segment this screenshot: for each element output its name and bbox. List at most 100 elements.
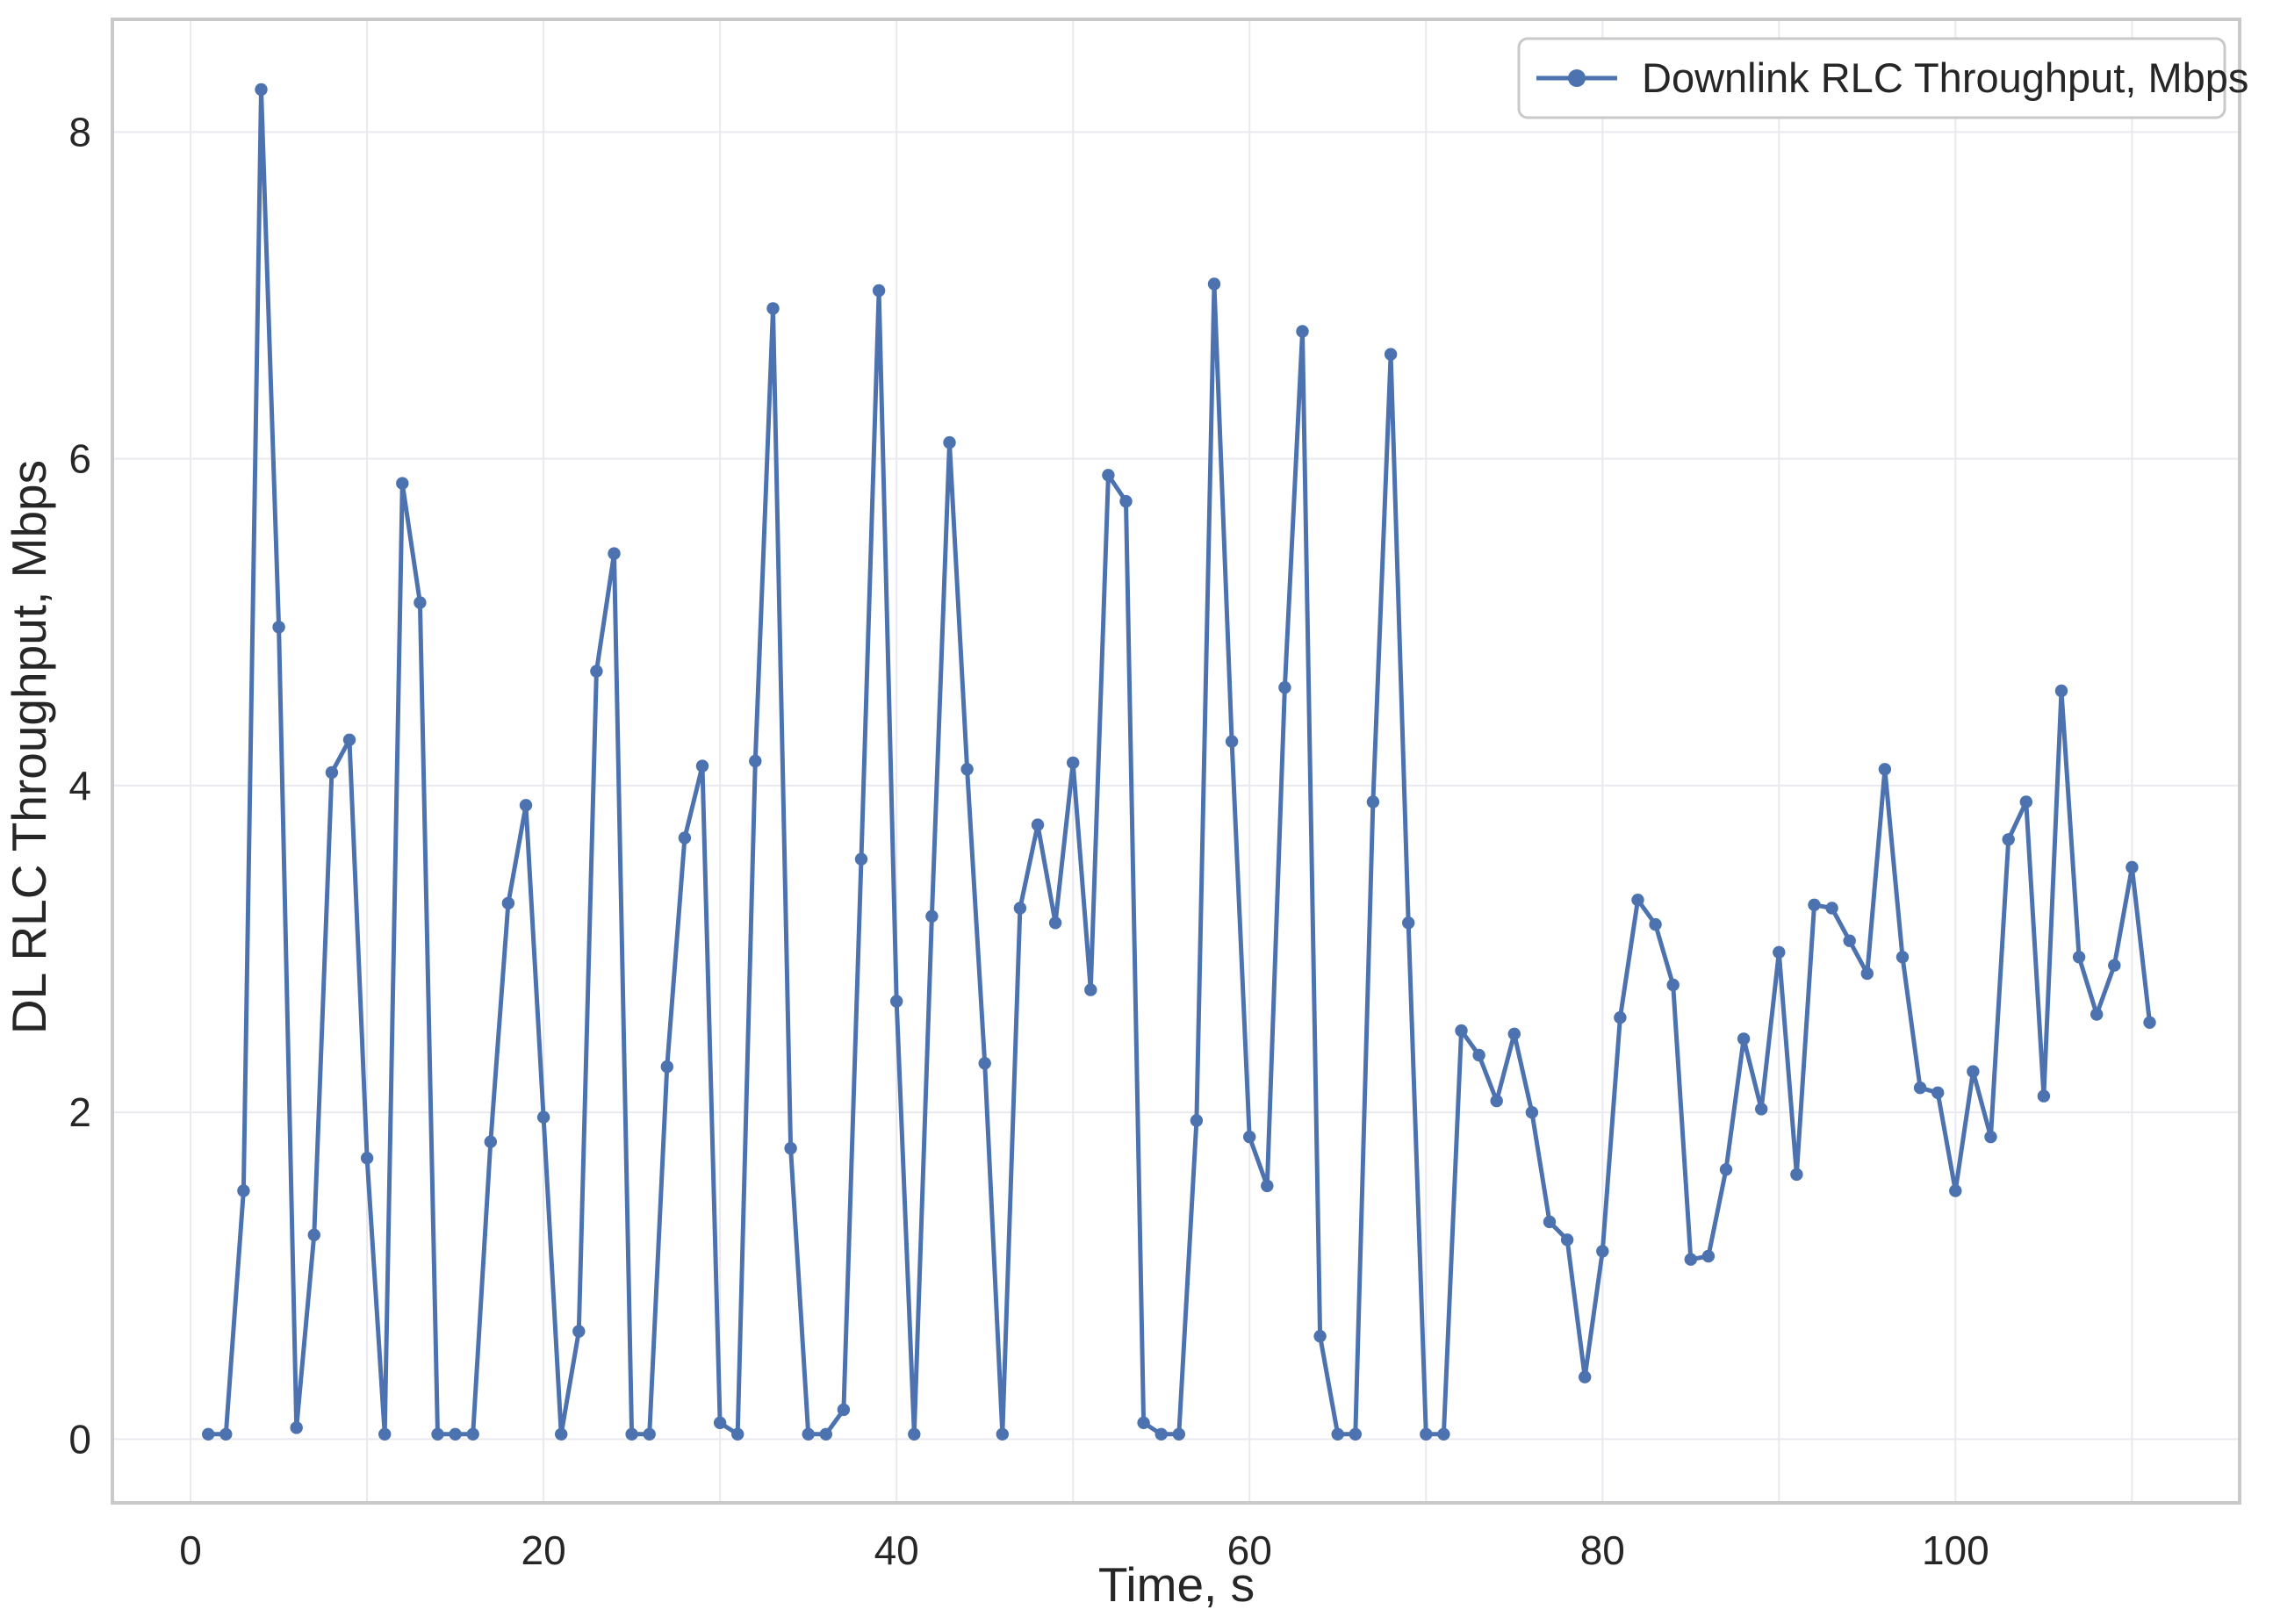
data-point-marker: [325, 765, 339, 780]
data-point-marker: [2143, 1016, 2156, 1030]
data-point-marker: [996, 1427, 1010, 1441]
data-point-marker: [731, 1427, 744, 1441]
data-point-marker: [695, 759, 709, 772]
x-axis-label: Time, s: [1098, 1557, 1255, 1612]
x-tick-labels: 0 20 40 60 80 100: [179, 1527, 1989, 1573]
legend-box: [1517, 37, 2226, 119]
data-point-marker: [1172, 1427, 1186, 1441]
data-point-marker: [1737, 1032, 1751, 1046]
data-point-marker: [590, 665, 603, 678]
x-tick-label: 100: [1922, 1527, 1989, 1573]
data-point-marker: [255, 83, 268, 97]
data-point-marker: [1243, 1130, 1256, 1144]
y-tick-label: 2: [68, 1089, 91, 1135]
data-point-marker: [307, 1228, 320, 1242]
data-point-marker: [272, 621, 285, 634]
y-axis-label: DL RLC Throughput, Mbps: [2, 460, 56, 1034]
data-point-marker: [1949, 1184, 1962, 1197]
data-point-marker: [1137, 1416, 1150, 1430]
data-point-marker: [1296, 325, 1309, 338]
data-point-marker: [1684, 1253, 1698, 1266]
data-point-marker: [713, 1416, 727, 1430]
data-point-marker: [643, 1427, 656, 1441]
y-tick-labels: 0 2 4 6 8: [68, 109, 91, 1462]
y-tick-label: 4: [68, 763, 91, 808]
data-point-marker: [1895, 951, 1910, 964]
data-point-marker: [1878, 763, 1892, 776]
plot-border: [111, 18, 2241, 1505]
data-point-marker: [1808, 898, 1821, 911]
data-point-marker: [1560, 1233, 1574, 1247]
data-point-marker: [1596, 1245, 1609, 1258]
data-point-marker: [890, 995, 903, 1008]
data-point-marker: [943, 435, 956, 449]
data-point-marker: [1931, 1086, 1945, 1100]
data-point-marker: [1649, 917, 1662, 931]
data-point-marker: [342, 733, 356, 746]
data-point-marker: [1843, 934, 1856, 947]
data-point-marker: [501, 896, 515, 910]
data-point-marker: [608, 547, 621, 560]
data-point-marker: [1366, 795, 1380, 808]
data-point-marker: [749, 754, 762, 768]
data-point-marker: [219, 1427, 233, 1441]
data-point-marker: [1860, 966, 1874, 981]
data-point-marker: [484, 1135, 497, 1148]
y-tick-label: 0: [68, 1416, 91, 1462]
data-point-marker: [1084, 983, 1097, 996]
y-tick-label: 6: [68, 436, 91, 482]
data-point-marker: [660, 1060, 673, 1074]
y-tick-label: 8: [68, 109, 91, 154]
data-point-marker: [2108, 959, 2121, 972]
data-point-marker: [819, 1427, 832, 1441]
data-point-marker: [1967, 1065, 1980, 1078]
data-point-marker: [1190, 1114, 1204, 1127]
data-point-marker: [1701, 1249, 1716, 1263]
data-point-marker: [1031, 818, 1045, 831]
data-point-marker: [625, 1427, 638, 1441]
data-point-marker: [466, 1427, 479, 1441]
data-point-marker: [1507, 1027, 1521, 1041]
data-point-marker: [908, 1427, 921, 1441]
x-tick-label: 80: [1580, 1527, 1625, 1573]
data-point-marker: [2037, 1089, 2051, 1103]
data-point-marker: [978, 1057, 991, 1070]
data-point-marker: [1384, 348, 1398, 361]
series-downlink-rlc-throughput: [202, 83, 2156, 1441]
data-point-marker: [1755, 1103, 1768, 1116]
data-point-marker: [536, 1110, 550, 1124]
data-point-marker: [237, 1184, 250, 1197]
data-point-marker: [1420, 1427, 1433, 1441]
data-point-marker: [396, 477, 409, 490]
data-point-marker: [1207, 277, 1221, 291]
data-point-marker: [378, 1427, 392, 1441]
data-point-marker: [2072, 951, 2086, 964]
data-point-marker: [678, 831, 692, 844]
data-point-marker: [1331, 1427, 1344, 1441]
data-point-marker: [1543, 1215, 1557, 1229]
x-tick-label: 40: [874, 1527, 919, 1573]
legend-label: Downlink RLC Throughput, Mbps: [1642, 54, 2248, 101]
data-point-marker: [837, 1403, 851, 1417]
data-point-marker: [1313, 1330, 1327, 1343]
data-point-marker: [2054, 684, 2068, 698]
data-point-marker: [1790, 1168, 1803, 1182]
legend: Downlink RLC Throughput, Mbps: [1517, 37, 2248, 119]
data-point-marker: [1402, 916, 1415, 930]
data-point-marker: [290, 1421, 303, 1434]
data-point-marker: [2002, 833, 2015, 846]
data-point-marker: [1825, 902, 1838, 915]
data-point-marker: [1437, 1427, 1450, 1441]
data-point-marker: [854, 852, 868, 866]
data-point-marker: [572, 1325, 586, 1338]
series-markers: [202, 83, 2156, 1441]
data-point-marker: [1490, 1094, 1503, 1108]
gridlines: [112, 19, 2240, 1503]
data-point-marker: [1261, 1179, 1274, 1193]
data-point-marker: [802, 1427, 815, 1441]
data-point-marker: [1067, 756, 1080, 770]
data-point-marker: [2090, 1008, 2104, 1021]
data-point-marker: [1013, 902, 1027, 915]
